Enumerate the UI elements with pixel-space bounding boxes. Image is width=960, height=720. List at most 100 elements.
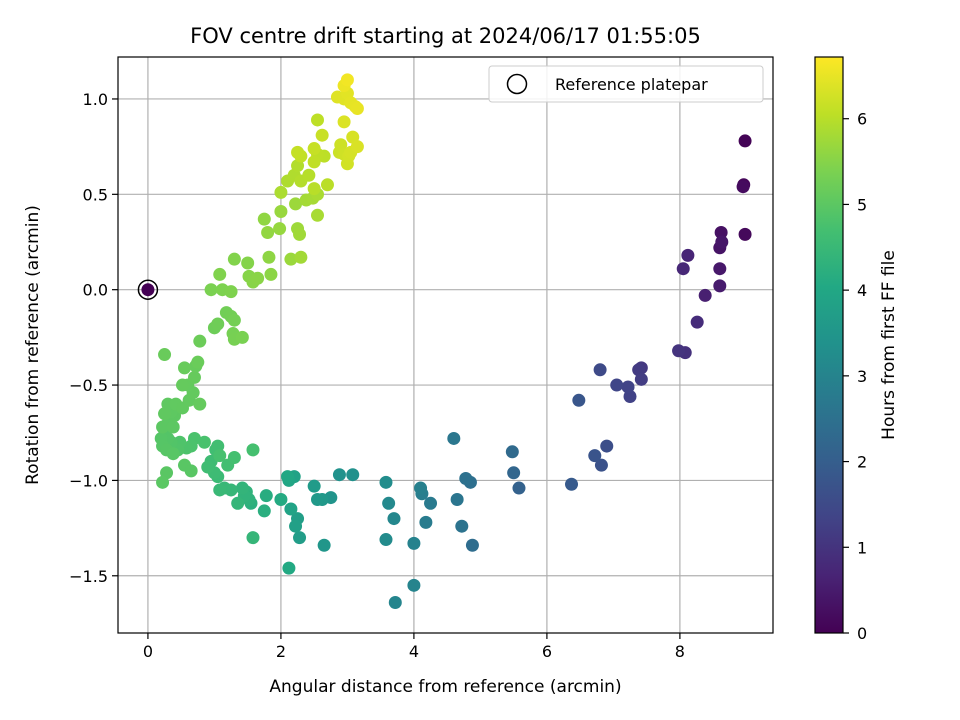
data-point [317,538,331,552]
y-tick-label: 1.0 [83,90,108,109]
data-point [634,372,648,386]
colorbar-ticks: 0 1 2 3 4 5 6 [843,110,867,643]
data-point [213,267,227,281]
reference-point [141,283,155,297]
data-point [291,145,305,159]
data-point [302,168,316,182]
data-point [193,334,207,348]
data-point [257,212,271,226]
data-point [414,481,428,495]
data-point [264,267,278,281]
data-point [714,225,728,239]
data-point [419,515,433,529]
y-tick-label: −1.5 [69,567,108,586]
data-point [610,378,624,392]
data-point [307,182,321,196]
colorbar-tick-label: 1 [857,538,867,557]
data-point [713,262,727,276]
colorbar-gradient [814,56,844,634]
data-point [307,479,321,493]
data-point [379,475,393,489]
colorbar-tick-label: 2 [857,453,867,472]
data-point [320,178,334,192]
data-point [213,483,227,497]
data-point [332,468,346,482]
data-point [690,315,704,329]
data-point [387,512,401,526]
data-point [507,466,521,480]
data-point [282,561,296,575]
data-point [289,197,303,211]
data-point [274,204,288,218]
data-point [307,155,321,169]
x-tick-label: 0 [143,642,153,661]
data-point [676,262,690,276]
data-point [738,227,752,241]
data-point [350,101,364,115]
data-point [246,443,260,457]
data-point [505,445,519,459]
legend-marker [506,73,528,95]
data-point [184,464,198,478]
data-point [158,407,172,421]
data-point [166,420,180,434]
data-point [211,317,225,331]
data-point [213,449,227,463]
data-point [201,460,215,474]
x-tick-label: 6 [542,642,552,661]
data-point [176,378,190,392]
data-point [293,531,307,545]
data-point [158,348,172,362]
data-point [307,142,321,156]
data-point [261,225,275,239]
data-point [424,496,438,510]
data-point [227,313,241,327]
data-point [273,222,287,236]
data-point [156,475,170,489]
data-point [235,481,249,495]
data-point [293,227,307,241]
legend-box [488,65,764,103]
data-point [407,578,421,592]
y-axis-label: Rotation from reference (arcmin) [23,205,43,485]
data-point [713,279,727,293]
data-point [310,113,324,127]
colorbar-tick-label: 0 [857,624,867,643]
colorbar: 0 1 2 3 4 5 6 Hours from first FF file [814,56,899,643]
data-point [191,355,205,369]
data-point [257,504,271,518]
data-point [379,533,393,547]
data-point [227,451,241,465]
data-point [672,344,686,358]
data-point [193,397,207,411]
y-tick-label: 0.0 [83,281,108,300]
data-point [698,288,712,302]
data-point [227,252,241,266]
reference-marker [137,279,159,300]
data-point [512,481,526,495]
data-point [281,470,295,484]
data-point [274,492,288,506]
data-point [235,330,249,344]
data-point [187,370,201,384]
data-point [593,363,607,377]
legend: Reference platepar [488,65,764,103]
data-point [315,128,329,142]
colorbar-tick-label: 3 [857,367,867,386]
data-point [565,477,579,491]
y-tick-label: −0.5 [69,376,108,395]
colorbar-tick-label: 4 [857,281,867,300]
x-axis: 0 2 4 6 8 [143,633,685,661]
data-point [340,73,354,87]
data-point [294,250,308,264]
data-point [455,519,469,533]
data-point [259,489,273,503]
data-point [382,496,396,510]
data-point [289,519,303,533]
data-point [738,134,752,148]
data-point [231,496,245,510]
x-tick-label: 4 [409,642,419,661]
data-point [337,115,351,129]
data-point [274,185,288,199]
